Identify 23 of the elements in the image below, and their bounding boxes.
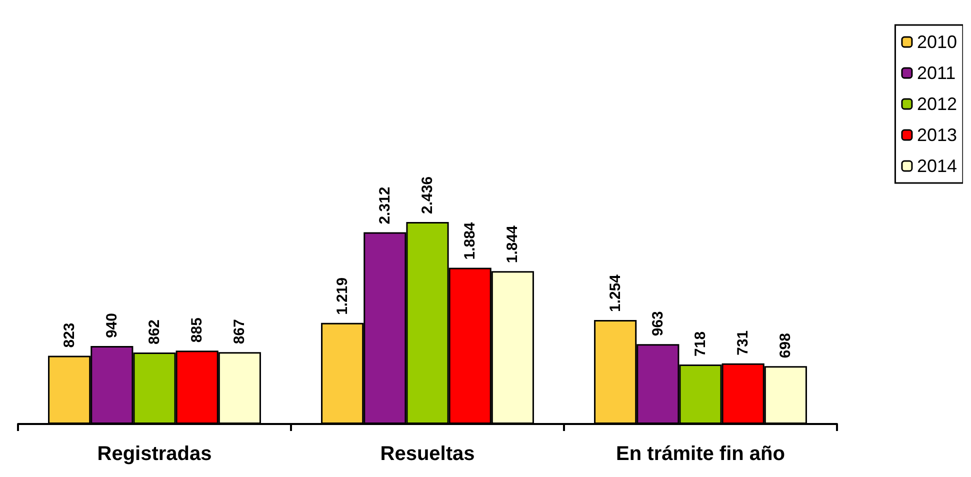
data-label: 940: [103, 313, 120, 338]
x-tick-label: Registradas: [97, 443, 212, 465]
data-label: 718: [692, 331, 709, 356]
legend-label: 2013: [916, 125, 958, 145]
legend-label: 2012: [916, 94, 958, 114]
x-tick-label: En trámite fin año: [616, 443, 785, 465]
x-tick-label: Resueltas: [380, 443, 475, 465]
data-label: 1.884: [462, 222, 479, 260]
data-label: 698: [777, 333, 794, 358]
data-label: 963: [649, 311, 666, 336]
data-label: 823: [60, 322, 78, 348]
legend-label: 2014: [916, 156, 958, 176]
legend-label: 2011: [916, 63, 956, 83]
data-label: 2.436: [419, 176, 436, 214]
data-label: 862: [146, 319, 163, 345]
data-label: 731: [734, 330, 752, 356]
data-label: 1.844: [504, 224, 522, 264]
data-label: 1.219: [334, 277, 351, 315]
data-label: 867: [231, 319, 248, 344]
data-label: 1.254: [606, 274, 624, 312]
legend-label: 2010: [916, 32, 958, 52]
data-label: 885: [188, 318, 206, 343]
data-label: 2.312: [376, 186, 394, 224]
